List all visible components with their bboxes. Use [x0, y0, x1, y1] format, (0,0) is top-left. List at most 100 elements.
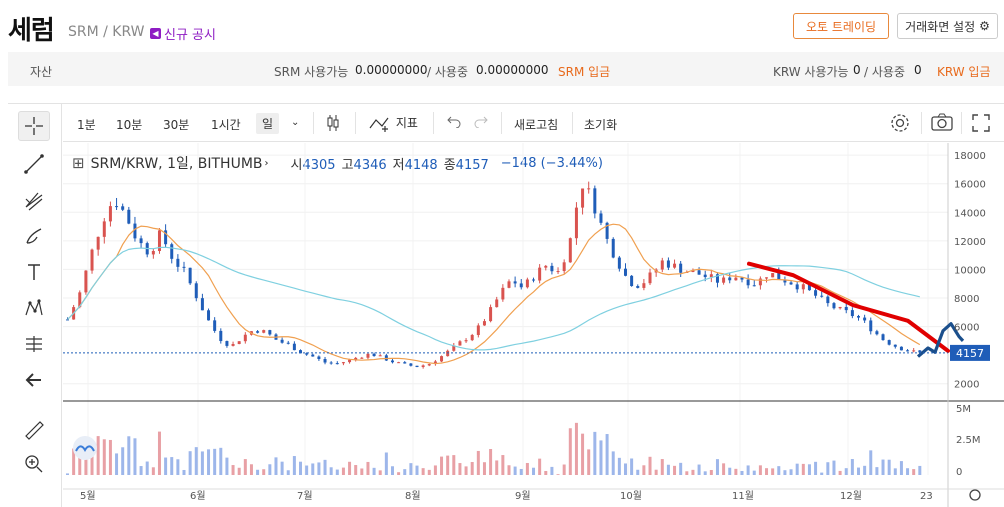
candle-body — [311, 354, 315, 357]
candle-body — [372, 353, 376, 357]
candle-body — [611, 238, 615, 258]
chart-settings-button[interactable] — [889, 112, 911, 137]
candle-body — [544, 265, 548, 268]
volume-bar — [256, 469, 260, 475]
brush-tool[interactable] — [18, 221, 50, 251]
price-chart[interactable]: 4157 18000 16000 14000 12000 10000 8000 6000 200… — [63, 143, 1004, 507]
text-tool[interactable] — [18, 257, 50, 287]
interval-dropdown-icon[interactable]: ⌄ — [291, 117, 300, 128]
krw-deposit-link[interactable]: KRW 입금 — [937, 65, 991, 79]
candle-body — [354, 357, 358, 360]
volume-bar — [317, 462, 321, 475]
candle-body — [489, 307, 493, 322]
volume-bar — [194, 447, 198, 475]
srm-available-label: SRM 사용가능 — [274, 65, 349, 79]
interval-10m[interactable]: 10분 — [116, 118, 143, 132]
symbol-label[interactable]: SRM/KRW, 1일, BITHUMB — [90, 156, 263, 172]
pattern-tool[interactable] — [18, 293, 50, 323]
trading-pair: SRM / KRW — [68, 24, 145, 40]
price-tick-label: 8000 — [954, 294, 979, 305]
volume-bar — [464, 466, 468, 475]
fullscreen-button[interactable] — [971, 113, 991, 136]
volume-bar — [127, 436, 131, 475]
trend-line-tool[interactable] — [18, 149, 50, 179]
header: 세럼 SRM / KRW ◀ 신규 공시 오토 트레이딩 거래화면 설정 ⚙ — [0, 0, 1004, 50]
reset-button[interactable]: 초기화 — [584, 118, 618, 132]
volume-bar — [899, 461, 903, 475]
volume-bar — [581, 433, 585, 475]
srm-available-value: 0.00000000 — [355, 63, 428, 77]
candle-body — [115, 206, 119, 208]
volume-bar — [648, 456, 652, 475]
candle-body — [740, 277, 744, 280]
logo-badge — [73, 436, 97, 460]
toolbar-divider — [921, 112, 922, 134]
volume-bar — [832, 460, 836, 475]
crosshair-tool[interactable] — [18, 111, 50, 141]
interval-1m[interactable]: 1분 — [77, 118, 96, 132]
candle-body — [593, 188, 597, 214]
volume-bar — [574, 422, 578, 475]
volume-bar — [225, 457, 229, 475]
volume-bar — [372, 467, 376, 475]
volume-bar — [213, 448, 217, 475]
price-tick-label: 16000 — [954, 180, 986, 191]
ruler-tool[interactable] — [18, 415, 50, 445]
auto-trading-button[interactable]: 오토 트레이딩 — [793, 13, 889, 39]
candle-body — [697, 270, 701, 275]
notice-icon: ◀ — [150, 28, 161, 39]
candle-body — [317, 356, 321, 360]
redo-button[interactable] — [473, 114, 489, 131]
candle-body — [182, 266, 186, 268]
volume-bar — [262, 469, 266, 475]
volume-bar — [623, 463, 627, 475]
screen-settings-button[interactable]: 거래화면 설정 ⚙ — [897, 13, 998, 39]
indicator-button[interactable]: 지표 — [368, 114, 418, 132]
volume-bar — [875, 467, 879, 475]
new-notice-link[interactable]: ◀ 신규 공시 — [150, 24, 216, 43]
volume-bar — [415, 465, 419, 475]
undo-button[interactable] — [446, 114, 462, 131]
volume-bar — [740, 470, 744, 475]
candle-body — [170, 244, 174, 259]
chevron-down-icon[interactable]: › — [264, 157, 269, 169]
candle-body — [292, 343, 296, 351]
volume-bar — [795, 463, 799, 475]
candle-body — [176, 258, 180, 267]
crosshair-icon — [25, 117, 43, 135]
gann-fan-tool[interactable] — [18, 185, 50, 215]
candle-body — [213, 320, 217, 331]
refresh-button[interactable]: 새로고침 — [514, 118, 559, 132]
volume-bar — [145, 461, 149, 475]
volume-bar — [231, 465, 235, 475]
candle-type-button[interactable] — [325, 113, 341, 136]
screenshot-button[interactable] — [931, 113, 953, 134]
prediction-tool[interactable] — [18, 329, 50, 359]
volume-bar — [918, 465, 922, 475]
volume-bar — [354, 465, 358, 475]
candle-body — [703, 274, 707, 278]
candle-body — [78, 292, 82, 308]
zoom-tool[interactable] — [18, 449, 50, 479]
candle-body — [648, 272, 652, 284]
candle-body — [262, 330, 266, 333]
interval-day[interactable]: 일 — [256, 113, 280, 134]
interval-30m[interactable]: 30분 — [163, 118, 190, 132]
candle-body — [562, 262, 566, 272]
volume-bar — [427, 469, 431, 475]
candle-body — [642, 283, 646, 288]
candle-body — [470, 334, 474, 341]
interval-1h[interactable]: 1시간 — [211, 118, 241, 132]
krw-available-label: KRW 사용가능 — [773, 65, 849, 79]
chart-legend: ⊞ SRM/KRW, 1일, BITHUMB › 시4305 고4346 저 41… — [72, 153, 603, 173]
ruler-icon — [25, 421, 44, 440]
price-tick-label: 14000 — [954, 208, 986, 219]
expand-icon[interactable]: ⊞ — [72, 154, 85, 172]
back-tool[interactable] — [18, 365, 50, 395]
volume-bar — [121, 447, 125, 475]
volume-bar — [268, 464, 272, 475]
volume-bar — [869, 450, 873, 475]
candle-body — [771, 273, 775, 278]
srm-deposit-link[interactable]: SRM 입금 — [558, 65, 611, 79]
candle-body — [415, 365, 419, 368]
